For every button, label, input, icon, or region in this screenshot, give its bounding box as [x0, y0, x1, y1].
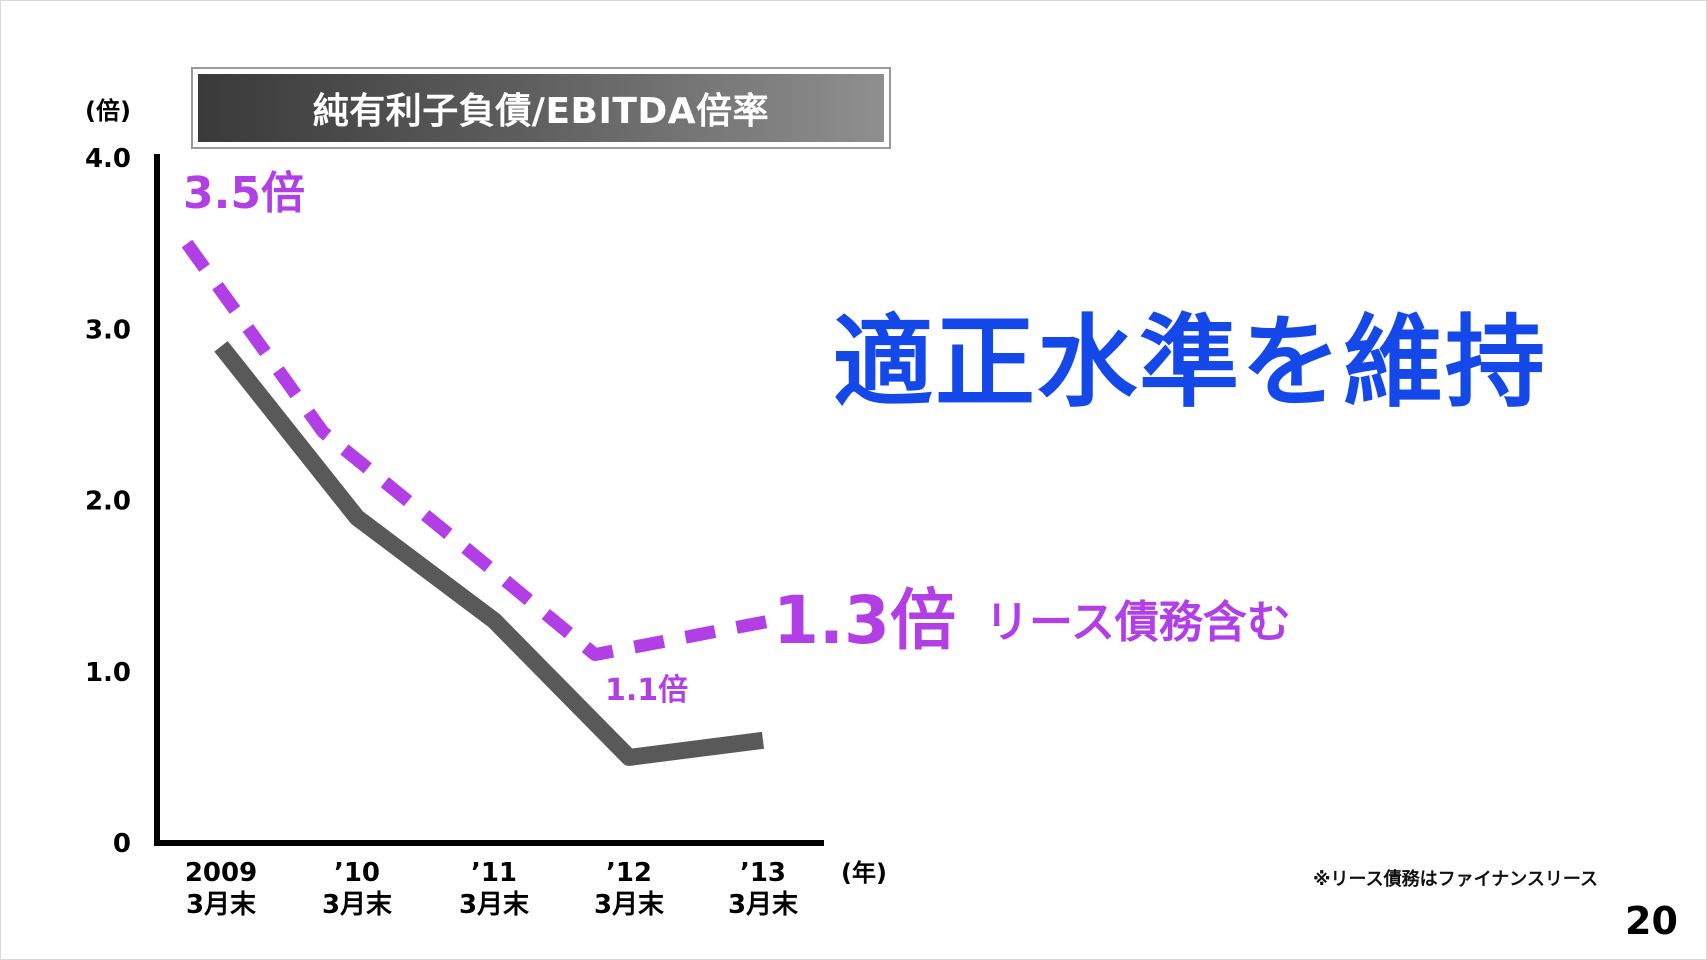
page-number: 20 — [1625, 899, 1678, 943]
x-tick-sublabel: 3月末 — [186, 890, 257, 920]
x-tick-label: ’13 — [740, 858, 786, 888]
headline: 適正水準を維持 — [833, 304, 1547, 421]
x-tick-label: ’11 — [471, 858, 517, 888]
annotation-start: 3.5倍 — [183, 168, 305, 219]
chart-title: 純有利子負債/EBITDA倍率 — [198, 74, 884, 142]
annotation-end-note: リース債務含む — [985, 597, 1291, 648]
series-line-dashed — [181, 239, 775, 662]
y-tick-label: 1.0 — [85, 658, 131, 688]
x-unit-label: (年) — [841, 859, 887, 887]
series-line-solid — [214, 341, 765, 766]
annotation-end: 1.3倍 — [773, 582, 956, 659]
y-tick-label: 4.0 — [85, 144, 131, 174]
x-tick-sublabel: 3月末 — [594, 890, 665, 920]
y-tick-label: 2.0 — [85, 487, 131, 517]
y-tick-labels: 0 1.0 2.0 3.0 4.0 (倍) — [85, 97, 131, 859]
x-tick-sublabel: 3月末 — [459, 890, 530, 920]
y-unit-label: (倍) — [85, 97, 131, 125]
y-tick-label: 3.0 — [85, 315, 131, 345]
y-tick-label: 0 — [113, 829, 131, 859]
x-tick-label: 2009 — [185, 858, 257, 888]
x-tick-label: ’10 — [334, 858, 380, 888]
chart-annotations: 3.5倍 1.1倍 1.3倍 リース債務含む — [183, 168, 1291, 708]
chart-series — [181, 239, 775, 766]
x-tick-label: ’12 — [606, 858, 652, 888]
chart-axes — [154, 154, 824, 846]
x-tick-sublabel: 3月末 — [322, 890, 393, 920]
series-point — [460, 543, 461, 544]
x-tick-sublabel: 3月末 — [728, 890, 799, 920]
chart-title-box: 純有利子負債/EBITDA倍率 — [191, 67, 891, 149]
annotation-low: 1.1倍 — [605, 673, 688, 708]
footnote: ※リース債務はファイナンスリース — [1313, 869, 1598, 890]
